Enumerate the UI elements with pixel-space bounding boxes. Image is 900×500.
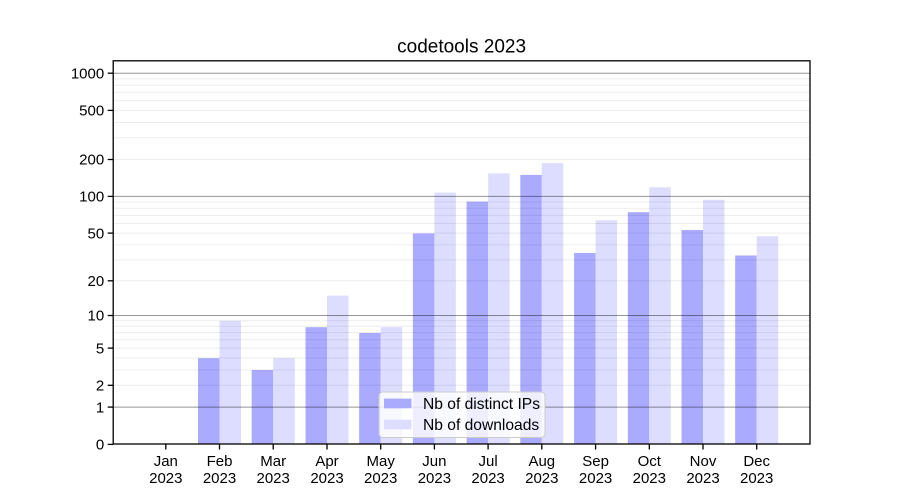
svg-text:Mar: Mar: [260, 453, 286, 470]
svg-text:2023: 2023: [418, 470, 451, 487]
svg-text:2023: 2023: [525, 470, 558, 487]
svg-text:Jul: Jul: [479, 453, 498, 470]
svg-text:5: 5: [96, 340, 104, 357]
svg-text:2023: 2023: [310, 470, 343, 487]
svg-text:Oct: Oct: [638, 453, 662, 470]
svg-text:Aug: Aug: [528, 453, 555, 470]
svg-text:May: May: [367, 453, 396, 470]
svg-text:2023: 2023: [471, 470, 504, 487]
svg-text:Nb of distinct IPs: Nb of distinct IPs: [423, 396, 540, 413]
svg-text:Apr: Apr: [315, 453, 338, 470]
svg-text:codetools 2023: codetools 2023: [397, 37, 526, 58]
svg-text:Dec: Dec: [743, 453, 770, 470]
svg-text:1000: 1000: [71, 65, 104, 82]
svg-text:2023: 2023: [686, 470, 719, 487]
svg-text:20: 20: [88, 273, 105, 290]
svg-text:200: 200: [79, 152, 104, 169]
svg-text:2023: 2023: [740, 470, 773, 487]
svg-text:10: 10: [88, 308, 105, 325]
svg-text:2023: 2023: [203, 470, 236, 487]
svg-text:100: 100: [79, 189, 104, 206]
svg-text:2023: 2023: [364, 470, 397, 487]
svg-text:Nb of downloads: Nb of downloads: [423, 417, 539, 434]
svg-text:2: 2: [96, 378, 104, 395]
svg-text:2023: 2023: [149, 470, 182, 487]
svg-text:2023: 2023: [579, 470, 612, 487]
svg-text:Jun: Jun: [422, 453, 446, 470]
svg-text:500: 500: [79, 103, 104, 120]
svg-text:0: 0: [96, 437, 104, 454]
svg-text:Feb: Feb: [207, 453, 233, 470]
svg-text:Jan: Jan: [154, 453, 178, 470]
svg-text:1: 1: [96, 399, 104, 416]
svg-text:2023: 2023: [633, 470, 666, 487]
svg-text:2023: 2023: [257, 470, 290, 487]
svg-text:Nov: Nov: [690, 453, 717, 470]
svg-text:50: 50: [88, 225, 105, 242]
svg-text:Sep: Sep: [582, 453, 609, 470]
